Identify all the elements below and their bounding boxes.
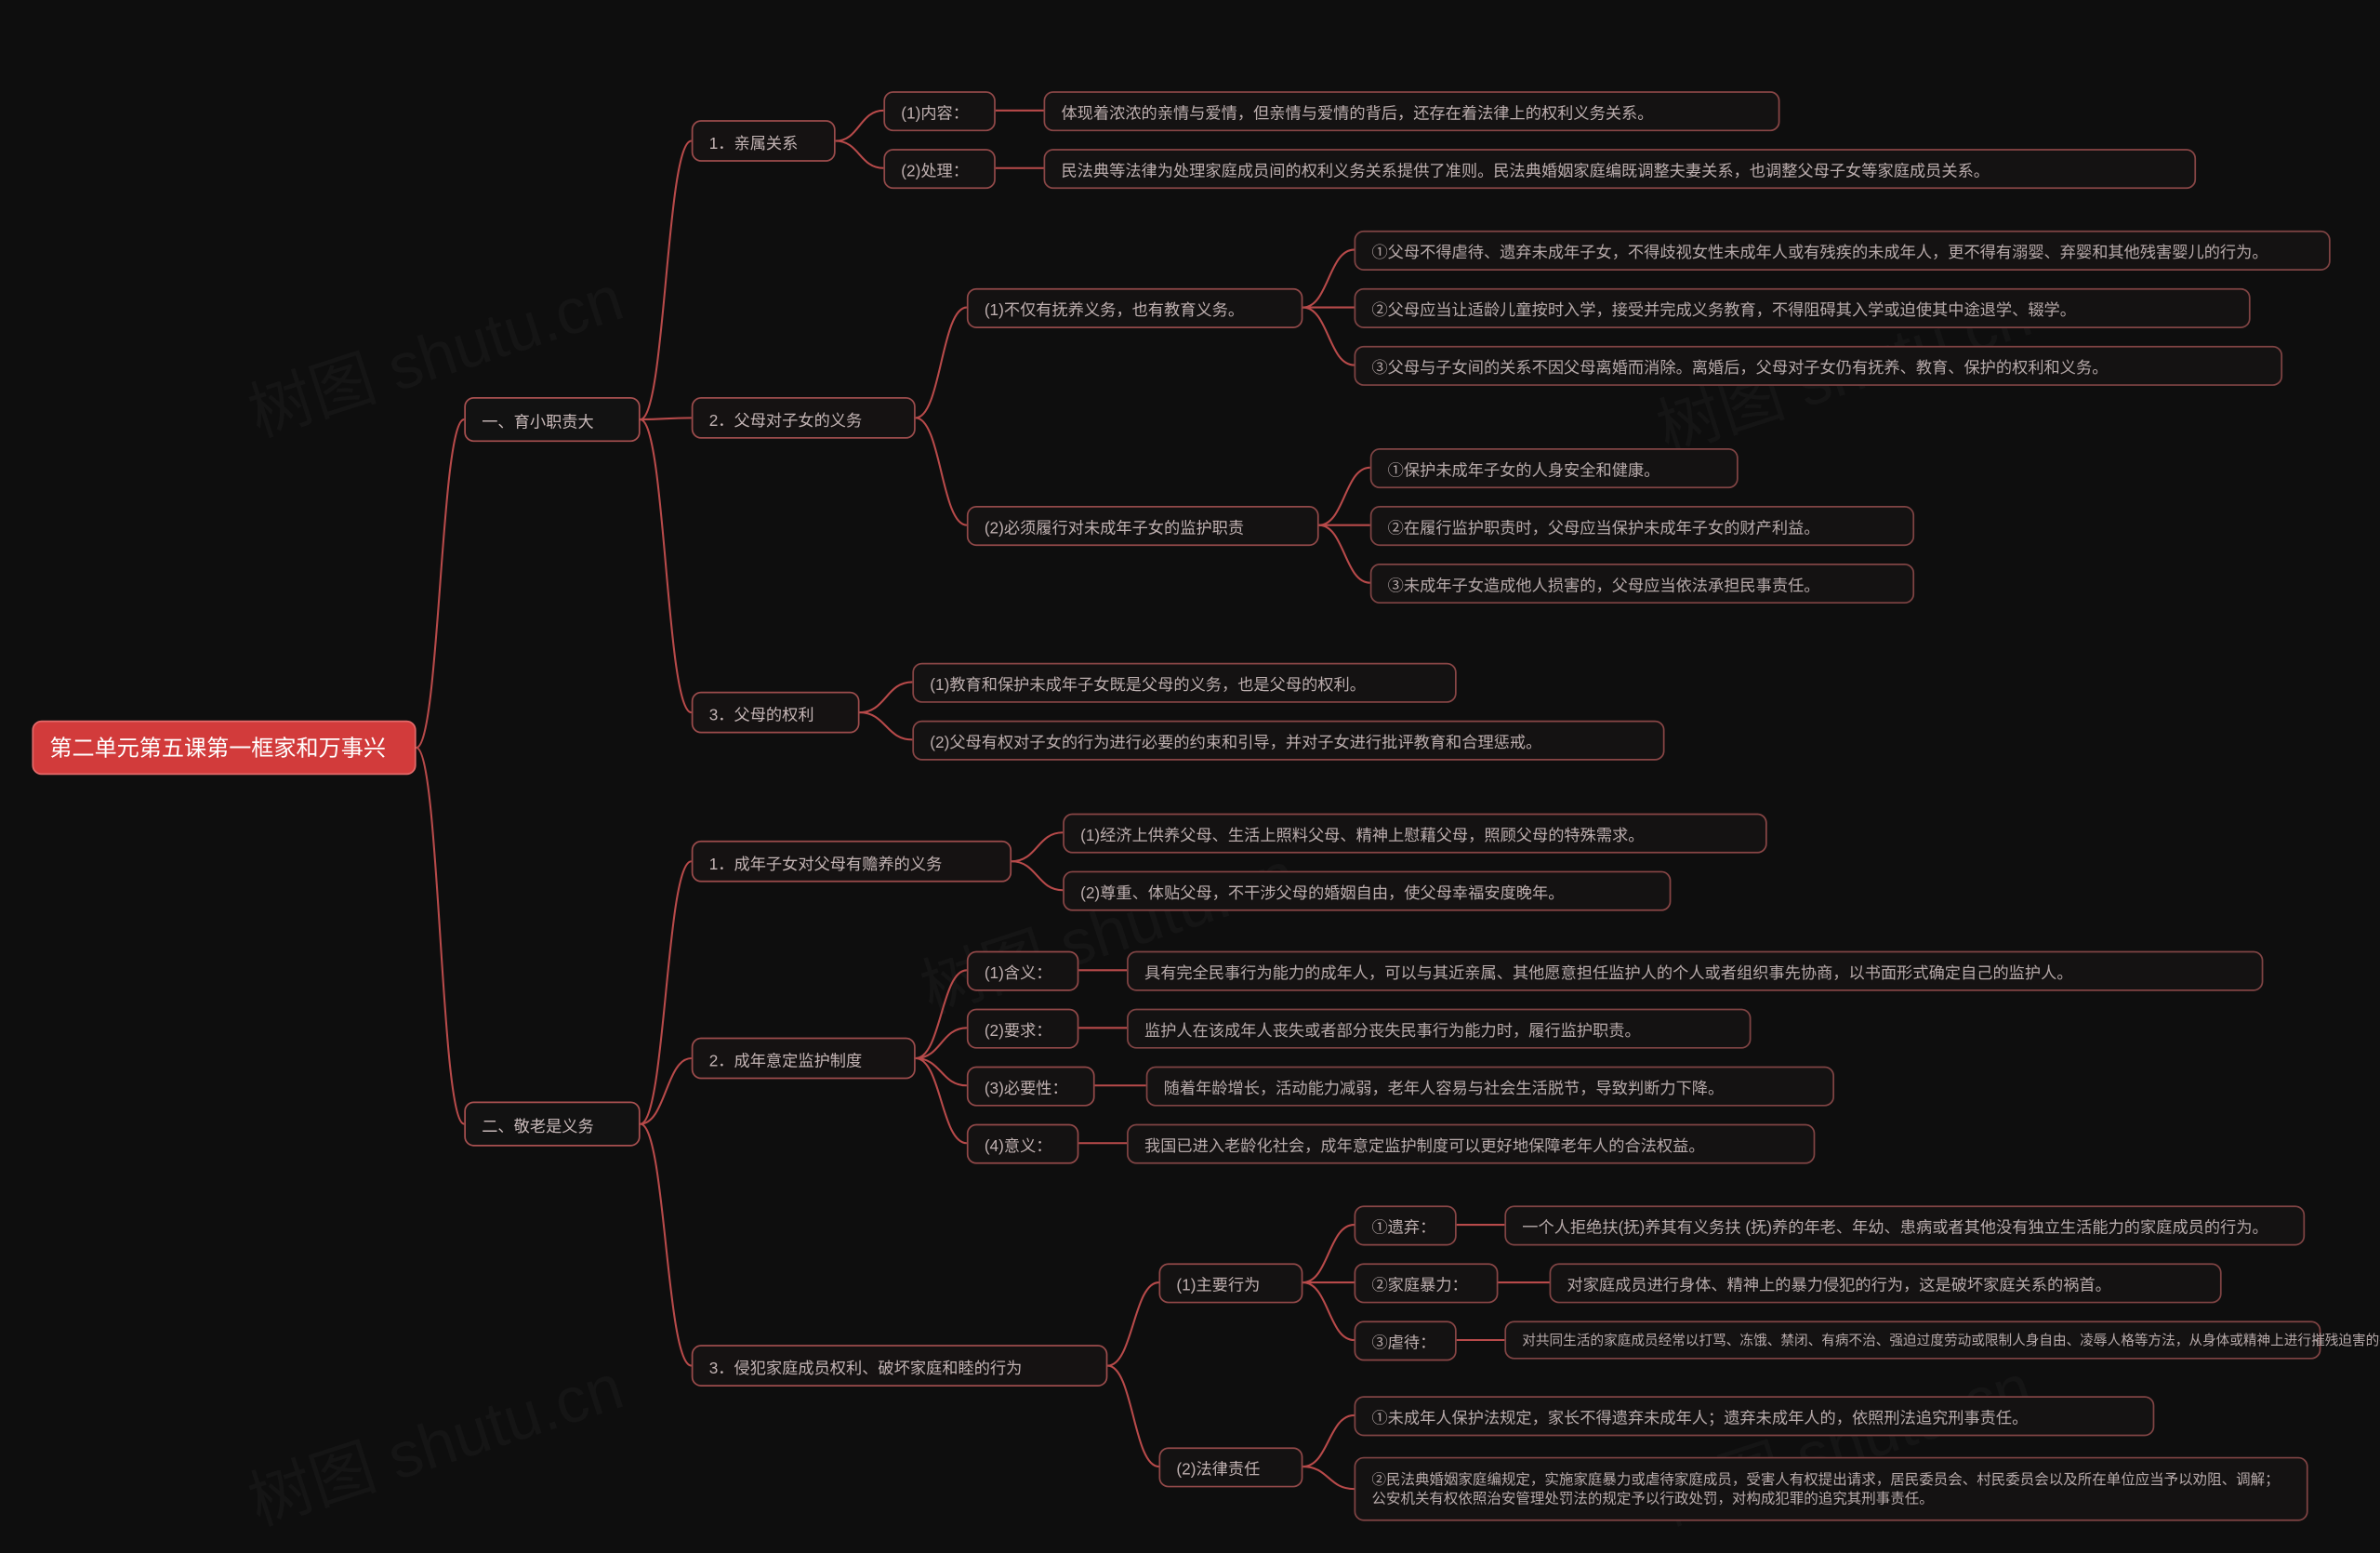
node-A1b1[interactable]: 民法典等法律为处理家庭成员间的权利义务关系提供了准则。民法典婚姻家庭编既调整夫妻…: [1044, 149, 2197, 189]
node-B3a[interactable]: (1)主要行为: [1158, 1263, 1302, 1303]
node-B3a3k[interactable]: ③虐待：: [1355, 1321, 1457, 1361]
node-B2b1[interactable]: 监护人在该成年人丧失或者部分丧失民事行为能力时，履行监护职责。: [1127, 1009, 1751, 1049]
node-B3a1k[interactable]: ①遗弃：: [1355, 1205, 1457, 1245]
node-A2b3[interactable]: ③未成年子女造成他人损害的，父母应当依法承担民事责任。: [1370, 564, 1914, 604]
node-A1[interactable]: 1．亲属关系: [692, 120, 836, 162]
node-B3[interactable]: 3．侵犯家庭成员权利、破坏家庭和睦的行为: [692, 1345, 1108, 1387]
edge-A2b-A2b1: [1319, 468, 1370, 525]
edge-B1-B1b: [1012, 861, 1063, 890]
node-B2a1[interactable]: 具有完全民事行为能力的成年人，可以与其近亲属、其他愿意担任监护人的个人或者组织事…: [1127, 951, 2263, 991]
node-A3b[interactable]: (2)父母有权对子女的行为进行必要的约束和引导，并对子女进行批评教育和合理惩戒。: [912, 721, 1664, 761]
edge-B3b-B3b2: [1302, 1467, 1354, 1489]
edge-A-A3: [641, 419, 692, 712]
edge-B-B2: [641, 1058, 692, 1124]
edge-A3-A3a: [860, 682, 913, 712]
node-B3b1[interactable]: ①未成年人保护法规定，家长不得遗弃未成年人；遗弃未成年人的，依照刑法追究刑事责任…: [1355, 1396, 2155, 1436]
node-A2a1[interactable]: ①父母不得虐待、遗弃未成年子女，不得歧视女性未成年人或有残疾的未成年人，更不得有…: [1355, 231, 2331, 271]
node-B1a[interactable]: (1)经济上供养父母、生活上照料父母、精神上慰藉父母，照顾父母的特殊需求。: [1063, 814, 1767, 854]
node-B1[interactable]: 1．成年子女对父母有赡养的义务: [692, 841, 1012, 883]
node-A2b[interactable]: (2)必须履行对未成年子女的监护职责: [967, 506, 1319, 546]
node-B2a[interactable]: (1)含义：: [967, 951, 1079, 991]
node-A3[interactable]: 3．父母的权利: [692, 692, 860, 734]
node-A1b[interactable]: (2)处理：: [883, 149, 996, 189]
node-B3b2[interactable]: ②民法典婚姻家庭编规定，实施家庭暴力或虐待家庭成员，受害人有权提出请求，居民委员…: [1355, 1457, 2308, 1521]
edge-B3b-B3b1: [1302, 1415, 1354, 1467]
node-A1a1[interactable]: 体现着浓浓的亲情与爱情，但亲情与爱情的背后，还存在着法律上的权利义务关系。: [1044, 91, 1780, 131]
edge-A2a-A2a1: [1302, 250, 1354, 308]
node-A2b1[interactable]: ①保护未成年子女的人身安全和健康。: [1370, 448, 1739, 488]
node-B[interactable]: 二、敬老是义务: [464, 1101, 640, 1146]
node-A[interactable]: 一、育小职责大: [464, 397, 640, 442]
node-B3a2k[interactable]: ②家庭暴力：: [1355, 1263, 1499, 1303]
node-A2[interactable]: 2．父母对子女的义务: [692, 397, 916, 439]
edge-B2-B2d: [916, 1058, 967, 1143]
node-A1a[interactable]: (1)内容：: [883, 91, 996, 131]
edge-B1-B1a: [1012, 832, 1063, 861]
edge-B-B3: [641, 1124, 692, 1366]
edge-B3-B3a: [1107, 1282, 1158, 1366]
node-B2d1[interactable]: 我国已进入老龄化社会，成年意定监护制度可以更好地保障老年人的合法权益。: [1127, 1124, 1815, 1164]
edge-B3a-B3a1k: [1302, 1225, 1354, 1282]
node-A2a3[interactable]: ③父母与子女间的关系不因父母离婚而消除。离婚后，父母对子女仍有抚养、教育、保护的…: [1355, 346, 2283, 386]
node-A2a[interactable]: (1)不仅有抚养义务，也有教育义务。: [967, 288, 1303, 328]
edge-A2-A2a: [916, 308, 967, 418]
node-B2[interactable]: 2．成年意定监护制度: [692, 1038, 916, 1080]
edge-A1-A1a: [836, 111, 884, 141]
watermark: 树图 shutu.cn: [235, 1335, 633, 1544]
edge-A2-A2b: [916, 418, 967, 524]
mindmap-canvas: 树图 shutu.cn树图 shutu.cn树图 shutu.cn树图 shut…: [0, 0, 2337, 1553]
edge-A2a-A2a3: [1302, 308, 1354, 365]
node-A2b2[interactable]: ②在履行监护职责时，父母应当保护未成年子女的财产利益。: [1370, 506, 1914, 546]
node-A2a2[interactable]: ②父母应当让适龄儿童按时入学，接受并完成义务教育，不得阻碍其入学或迫使其中途退学…: [1355, 288, 2251, 328]
edge-root-A: [416, 419, 465, 748]
edge-B2-B2c: [916, 1058, 967, 1085]
edge-B-B1: [641, 861, 692, 1123]
edge-B2-B2b: [916, 1028, 967, 1058]
node-B3a2v[interactable]: 对家庭成员进行身体、精神上的暴力侵犯的行为，这是破坏家庭关系的祸首。: [1550, 1263, 2222, 1303]
node-B2c[interactable]: (3)必要性：: [967, 1067, 1095, 1107]
edge-B3-B3b: [1107, 1366, 1158, 1467]
edge-A1-A1b: [836, 141, 884, 168]
node-B2b[interactable]: (2)要求：: [967, 1009, 1079, 1049]
edge-A3-A3b: [860, 712, 913, 739]
node-A3a[interactable]: (1)教育和保护未成年子女既是父母的义务，也是父母的权利。: [912, 663, 1456, 703]
edge-B2-B2a: [916, 970, 967, 1058]
node-B2d[interactable]: (4)意义：: [967, 1124, 1079, 1164]
node-B2c1[interactable]: 随着年龄增长，活动能力减弱，老年人容易与社会生活脱节，导致判断力下降。: [1146, 1067, 1834, 1107]
node-B3b[interactable]: (2)法律责任: [1158, 1447, 1302, 1487]
edge-A2b-A2b3: [1319, 525, 1370, 583]
node-root[interactable]: 第二单元第五课第一框家和万事兴: [32, 721, 416, 776]
node-B1b[interactable]: (2)尊重、体贴父母，不干涉父母的婚姻自由，使父母幸福安度晚年。: [1063, 871, 1671, 911]
node-B3a3v[interactable]: 对共同生活的家庭成员经常以打骂、冻饿、禁闭、有病不治、强迫过度劳动或限制人身自由…: [1504, 1321, 2320, 1359]
edge-B3a-B3a3k: [1302, 1282, 1354, 1340]
node-B3a1v[interactable]: 一个人拒绝扶(抚)养其有义务扶 (抚)养的年老、年幼、患病或者其他没有独立生活能…: [1504, 1205, 2305, 1245]
edge-A-A2: [641, 418, 692, 419]
edge-root-B: [416, 748, 465, 1124]
edge-A-A1: [641, 141, 692, 420]
